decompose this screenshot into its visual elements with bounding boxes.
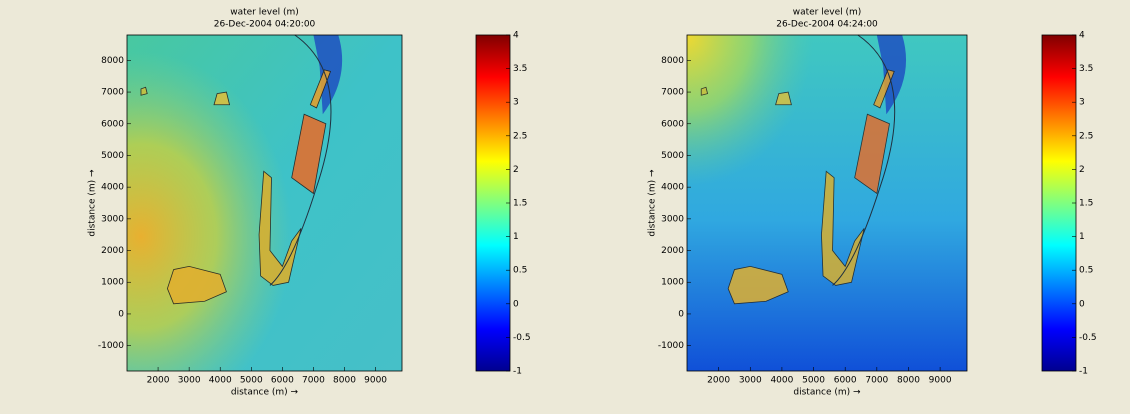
x-tick-label: 7000 — [865, 376, 888, 386]
colorbar — [476, 35, 510, 371]
x-tick-label: 2000 — [707, 376, 730, 386]
colorbar-tick-label: 1 — [1079, 232, 1085, 242]
y-tick-label: 0 — [678, 309, 684, 319]
y-tick-label: 4000 — [661, 183, 684, 193]
colorbar-tick-label: 3.5 — [1079, 64, 1093, 74]
y-tick-label: 1000 — [101, 278, 124, 288]
y-tick-label: 6000 — [661, 119, 684, 129]
land — [141, 87, 147, 95]
x-axis-label: distance (m) → — [793, 388, 861, 398]
land — [701, 87, 707, 95]
colorbar-tick-label: 1 — [513, 232, 519, 242]
colorbar-tick-label: 4 — [1079, 31, 1085, 41]
x-tick-label: 9000 — [929, 376, 952, 386]
colorbar-tick-label: 2.5 — [1079, 131, 1093, 141]
y-tick-label: 3000 — [101, 214, 124, 224]
x-tick-label: 5000 — [802, 376, 825, 386]
y-tick-label: 5000 — [101, 151, 124, 161]
x-tick-label: 4000 — [770, 376, 793, 386]
y-tick-label: 3000 — [661, 214, 684, 224]
colorbar-tick-label: 0 — [1079, 299, 1085, 309]
colorbar-tick-label: 0.5 — [1079, 266, 1093, 276]
y-tick-label: -1000 — [98, 341, 124, 351]
colorbar-tick-label: -0.5 — [513, 333, 531, 343]
colorbar — [1042, 35, 1076, 371]
y-tick-label: 7000 — [101, 88, 124, 98]
x-tick-label: 3000 — [178, 376, 201, 386]
y-tick-label: 2000 — [661, 246, 684, 256]
y-tick-label: 5000 — [661, 151, 684, 161]
colorbar-tick-label: 3 — [513, 98, 519, 108]
y-tick-label: 1000 — [661, 278, 684, 288]
colorbar-tick-label: 0.5 — [513, 266, 527, 276]
y-tick-label: 4000 — [101, 183, 124, 193]
colorbar-tick-label: 0 — [513, 299, 519, 309]
y-tick-label: 7000 — [661, 88, 684, 98]
x-tick-label: 8000 — [333, 376, 356, 386]
x-axis-label: distance (m) → — [231, 388, 299, 398]
colorbar-tick-label: -1 — [1079, 367, 1088, 377]
x-tick-label: 9000 — [364, 376, 387, 386]
y-tick-label: 0 — [118, 309, 124, 319]
x-tick-label: 8000 — [897, 376, 920, 386]
colorbar-tick-label: -1 — [513, 367, 522, 377]
colorbar-tick-label: 1.5 — [1079, 199, 1093, 209]
x-tick-label: 7000 — [302, 376, 325, 386]
colorbar-tick-label: 4 — [513, 31, 519, 41]
x-tick-label: 5000 — [240, 376, 263, 386]
colorbar-tick-label: 3 — [1079, 98, 1085, 108]
chart-title: water level (m) — [230, 8, 299, 18]
colorbar-tick-label: 2 — [513, 165, 519, 175]
chart-subtitle: 26-Dec-2004 04:24:00 — [776, 20, 878, 30]
figure: 20003000400050006000700080009000-1000010… — [0, 0, 1130, 414]
y-tick-label: 6000 — [101, 119, 124, 129]
colorbar-tick-label: -0.5 — [1079, 333, 1097, 343]
y-axis-label: distance (m) → — [648, 169, 658, 237]
x-tick-label: 4000 — [209, 376, 232, 386]
y-tick-label: 8000 — [101, 56, 124, 66]
y-axis-label: distance (m) → — [88, 169, 98, 237]
y-tick-label: 8000 — [661, 56, 684, 66]
y-tick-label: -1000 — [658, 341, 684, 351]
chart-title: water level (m) — [793, 8, 862, 18]
x-tick-label: 6000 — [271, 376, 294, 386]
plot-area — [127, 35, 402, 371]
x-tick-label: 3000 — [739, 376, 762, 386]
plot-area — [687, 35, 967, 371]
y-tick-label: 2000 — [101, 246, 124, 256]
colorbar-tick-label: 1.5 — [513, 199, 527, 209]
colorbar-tick-label: 2.5 — [513, 131, 527, 141]
colorbar-tick-label: 3.5 — [513, 64, 527, 74]
x-tick-label: 2000 — [147, 376, 170, 386]
colorbar-tick-label: 2 — [1079, 165, 1085, 175]
x-tick-label: 6000 — [834, 376, 857, 386]
chart-subtitle: 26-Dec-2004 04:20:00 — [214, 20, 316, 30]
